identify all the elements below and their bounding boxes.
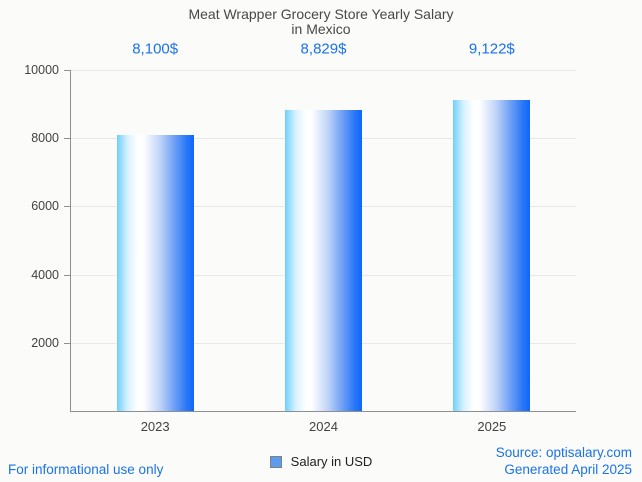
bar-value-label: 9,122$ (468, 40, 515, 58)
gridline (71, 70, 576, 71)
y-axis-tick (64, 274, 71, 276)
x-axis-label: 2025 (477, 419, 507, 434)
y-axis-tick (64, 206, 71, 208)
disclaimer-text: For informational use only (8, 462, 164, 477)
plot-area: 2000 4000 6000 8000 10000 8,100$ 2023 8,829$ 202… (24, 41, 576, 434)
y-axis-tick (64, 70, 71, 71)
bar (453, 99, 531, 411)
bar-value-label: 8,829$ (300, 40, 347, 58)
source-block: Source: optisalary.com Generated April 2… (496, 444, 632, 478)
y-axis-label: 4000 (31, 267, 59, 282)
x-axis-label: 2024 (309, 419, 338, 434)
y-axis-label: 8000 (31, 131, 59, 146)
legend-marker-icon (269, 455, 282, 468)
chart-title: Meat Wrapper Grocery Store Yearly Salary… (0, 7, 642, 37)
chart-title-line1: Meat Wrapper Grocery Store Yearly Salary (188, 6, 454, 22)
x-axis-label: 2023 (140, 419, 170, 434)
bar (116, 134, 194, 411)
y-axis-tick (64, 342, 71, 344)
chart-title-line2: in Mexico (291, 21, 351, 37)
y-axis-tick (64, 138, 71, 140)
y-axis-label: 6000 (31, 199, 59, 214)
bar (285, 109, 362, 411)
legend: Salary in USD (0, 454, 642, 469)
y-axis-label: 2000 (31, 335, 59, 350)
generated-text: Generated April 2025 (504, 462, 632, 477)
legend-label: Salary in USD (290, 454, 373, 469)
bar-value-label: 8,100$ (132, 40, 179, 58)
y-axis-label: 10000 (24, 63, 59, 77)
source-text: Source: optisalary.com (495, 445, 632, 460)
